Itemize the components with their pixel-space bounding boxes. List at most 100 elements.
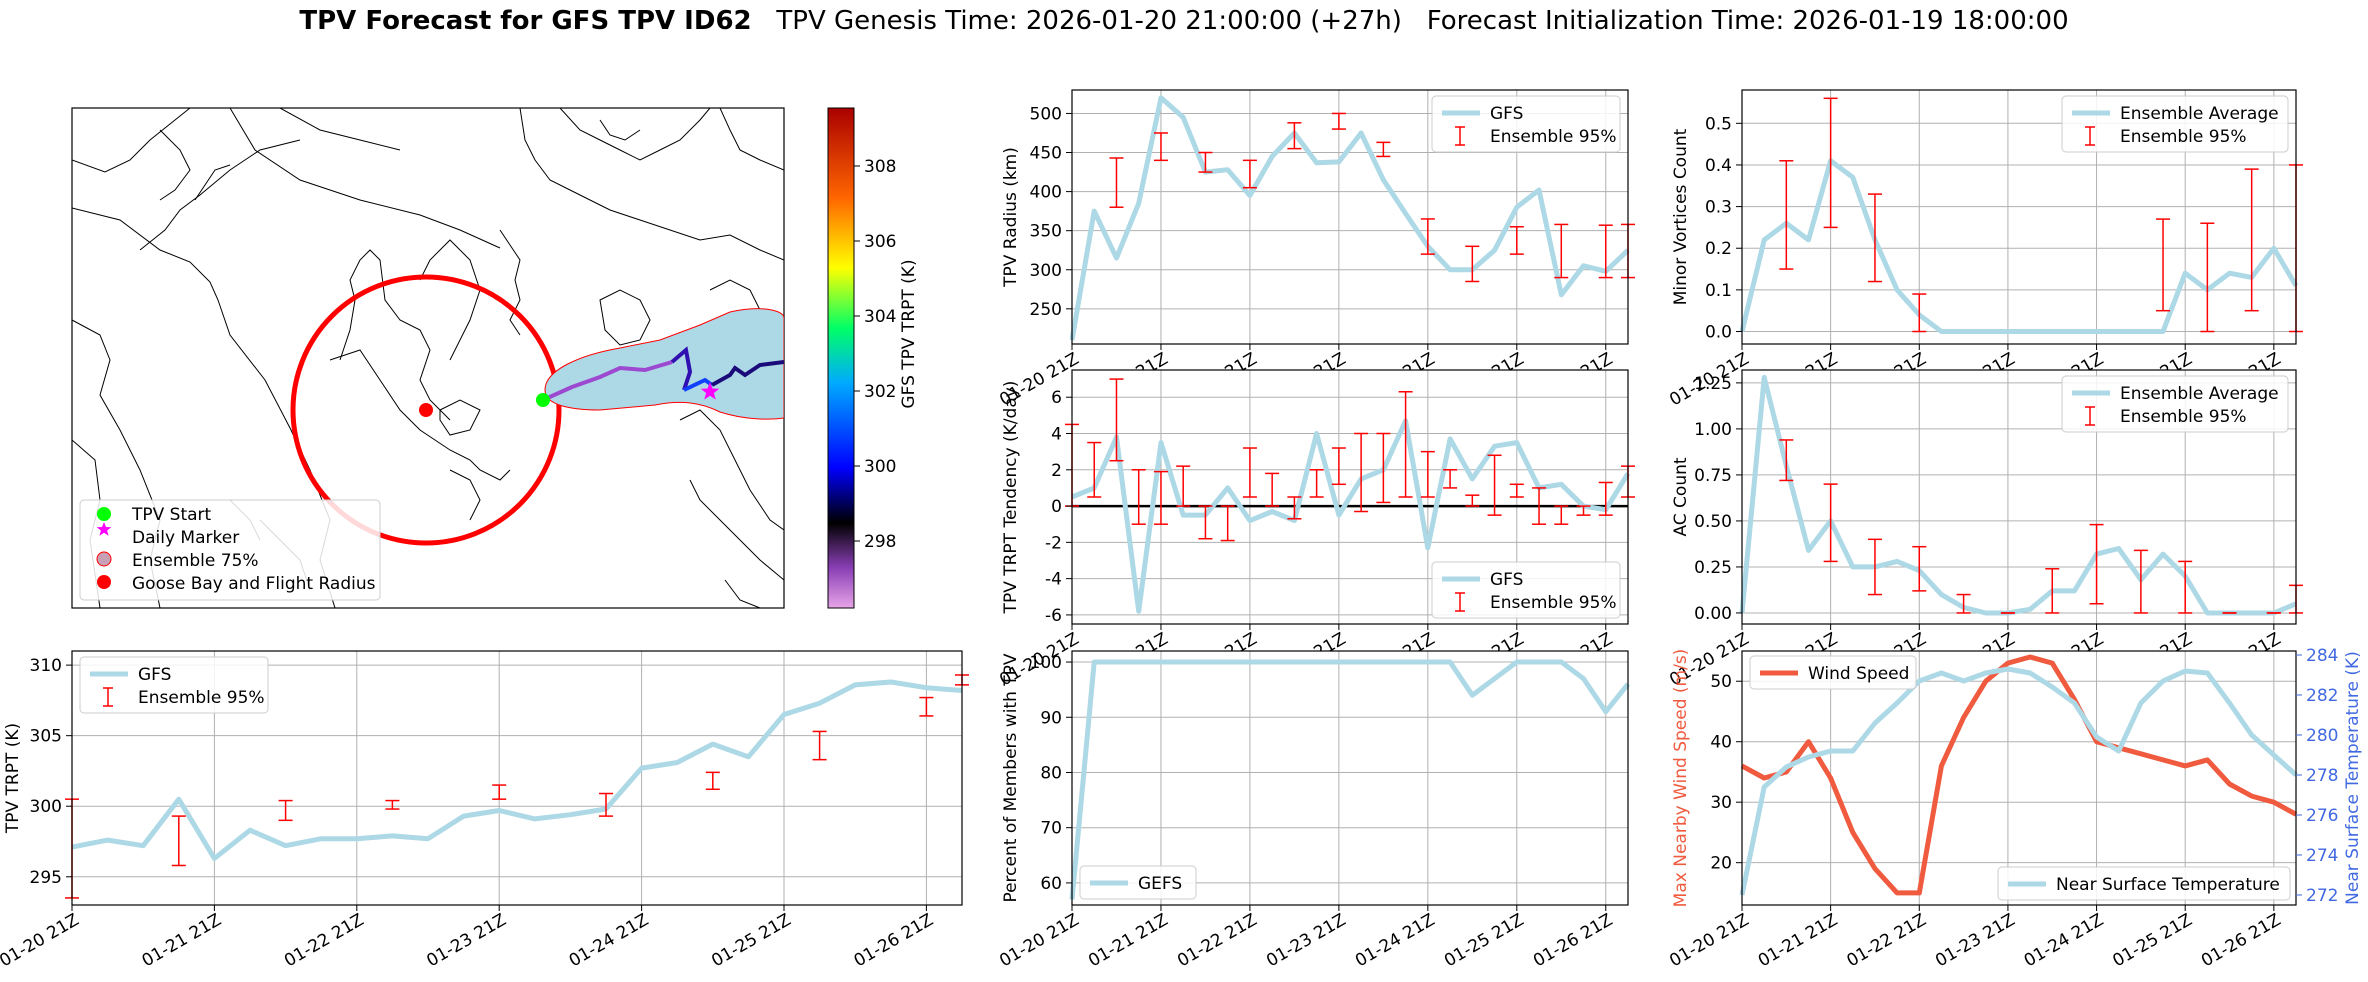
y-tick-label: 0 bbox=[1051, 497, 1062, 517]
error-bar bbox=[1532, 487, 1547, 525]
legend-tpv-start: TPV Start bbox=[131, 505, 212, 525]
error-bar bbox=[919, 696, 934, 717]
legend-label: Near Surface Temperature bbox=[2056, 875, 2280, 895]
y-tick-label: 400 bbox=[1030, 183, 1062, 203]
x-tick-label: 01-23 21Z bbox=[1263, 910, 1349, 971]
series-line-gfs bbox=[71, 679, 963, 861]
y2-tick-label: 272 bbox=[2306, 886, 2338, 906]
error-bar bbox=[705, 771, 720, 791]
error-bar bbox=[1198, 505, 1213, 540]
error-bar bbox=[1912, 293, 1927, 333]
x-tick-label: 01-26 21Z bbox=[1530, 910, 1616, 971]
error-bar bbox=[1509, 226, 1524, 255]
error-bar bbox=[1509, 483, 1524, 498]
error-bar bbox=[1131, 469, 1146, 525]
error-bar bbox=[1287, 496, 1302, 520]
error-bar bbox=[1779, 439, 1794, 482]
map-legend: TPV Start Daily Marker Ensemble 75% Goos… bbox=[79, 499, 381, 601]
legend-label: Ensemble 95% bbox=[2120, 127, 2247, 147]
plot-frame bbox=[1071, 89, 1629, 345]
legend-label: Ensemble 95% bbox=[1490, 593, 1617, 613]
y-tick-label: 40 bbox=[1710, 733, 1732, 753]
series-line-ensemble-average bbox=[1739, 158, 2299, 334]
error-bar bbox=[1331, 112, 1346, 130]
x-tick-label: 01-26 21Z bbox=[851, 910, 937, 971]
y-tick-label: 0.00 bbox=[1694, 604, 1732, 624]
error-bar bbox=[1487, 454, 1502, 516]
legend-frame bbox=[2061, 95, 2289, 153]
plot-frame bbox=[71, 650, 963, 906]
error-bar bbox=[2156, 218, 2171, 312]
legend-frame bbox=[79, 656, 269, 714]
error-bar bbox=[1109, 378, 1124, 462]
x-tick-label: 01-22 21Z bbox=[1843, 910, 1929, 971]
y-tick-label: 90 bbox=[1040, 708, 1062, 728]
y-tick-label: 1.25 bbox=[1694, 374, 1732, 394]
legend-frame bbox=[2061, 375, 2289, 433]
error-bar bbox=[1287, 122, 1302, 150]
y-axis-label: TPV TRPT Tendency (K/day) bbox=[1001, 381, 1021, 615]
error-bar bbox=[1420, 218, 1435, 255]
error-bar bbox=[1823, 483, 1838, 563]
legend-daily-marker: Daily Marker bbox=[132, 528, 239, 548]
legend-label: GFS bbox=[1490, 570, 1523, 590]
y2-tick-label: 282 bbox=[2306, 686, 2338, 706]
chart-legend: Wind Speed bbox=[1749, 655, 1917, 690]
error-bar bbox=[2244, 168, 2259, 312]
error-bar bbox=[1598, 481, 1613, 516]
error-bar bbox=[1443, 469, 1458, 489]
series-line-wind-speed bbox=[1740, 654, 2298, 896]
y-tick-label: 0.50 bbox=[1694, 512, 1732, 532]
error-bar bbox=[1867, 538, 1882, 596]
colorbar-tick: 302 bbox=[864, 382, 896, 402]
y-tick-label: 70 bbox=[1040, 819, 1062, 839]
legend-frame bbox=[1079, 865, 1197, 900]
colorbar-label: GFS TPV TRPT (K) bbox=[899, 259, 919, 408]
y-axis-label: AC Count bbox=[1671, 457, 1691, 536]
error-bar bbox=[1398, 391, 1413, 498]
series-line-gefs bbox=[1069, 659, 1630, 900]
y-tick-label: 1.00 bbox=[1694, 420, 1732, 440]
y-tick-label: 30 bbox=[1710, 793, 1732, 813]
y2-tick-label: 280 bbox=[2306, 726, 2338, 746]
y-tick-label: 50 bbox=[1710, 672, 1732, 692]
y-tick-label: 0.75 bbox=[1694, 466, 1732, 486]
plot-frame bbox=[1741, 650, 2297, 906]
y-tick-label: 250 bbox=[1030, 300, 1062, 320]
x-tick-label: 01-20 21Z bbox=[0, 910, 83, 971]
y-tick-label: 300 bbox=[1030, 261, 1062, 281]
map-panel: TPV Start Daily Marker Ensemble 75% Goos… bbox=[71, 107, 919, 609]
error-bar bbox=[1354, 432, 1369, 513]
y-tick-label: 0.4 bbox=[1705, 156, 1732, 176]
error-bar bbox=[2089, 523, 2104, 605]
title-genesis: TPV Genesis Time: 2026-01-20 21:00:00 (+… bbox=[776, 6, 1402, 36]
chart-legend: GEFS bbox=[1079, 865, 1197, 900]
flight-radius-circle bbox=[290, 274, 562, 546]
error-bar bbox=[1554, 223, 1569, 279]
legend-goose-bay: Goose Bay and Flight Radius bbox=[132, 574, 376, 594]
error-bar bbox=[1465, 245, 1480, 283]
error-bar bbox=[1867, 193, 1882, 283]
legend-frame bbox=[1431, 561, 1621, 619]
chart-legend: Ensemble Average Ensemble 95% bbox=[2061, 375, 2289, 433]
y-tick-label: 4 bbox=[1051, 425, 1062, 445]
error-bar bbox=[812, 730, 827, 761]
error-bar bbox=[1376, 141, 1391, 158]
y-tick-label: -4 bbox=[1045, 570, 1062, 590]
error-bar bbox=[1554, 505, 1569, 525]
error-bar bbox=[599, 792, 613, 817]
plot-frame bbox=[1071, 369, 1629, 625]
y-tick-label: 500 bbox=[1030, 104, 1062, 124]
legend-frame bbox=[1431, 95, 1621, 153]
legend-frame bbox=[1997, 866, 2291, 901]
y2-tick-label: 278 bbox=[2306, 766, 2338, 786]
x-tick-label: 01-24 21Z bbox=[566, 910, 652, 971]
y-axis-label: Minor Vortices Count bbox=[1671, 128, 1691, 305]
legend-label: Wind Speed bbox=[1808, 664, 1909, 684]
title-init: Forecast Initialization Time: 2026-01-19… bbox=[1426, 6, 2069, 36]
error-bar bbox=[1309, 469, 1324, 498]
y-tick-label: 350 bbox=[1030, 222, 1062, 242]
